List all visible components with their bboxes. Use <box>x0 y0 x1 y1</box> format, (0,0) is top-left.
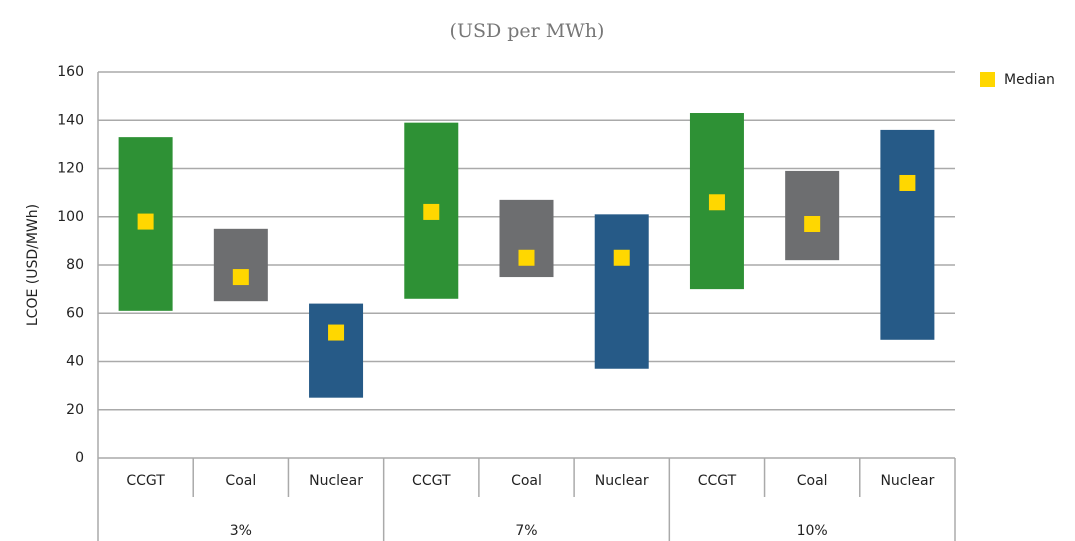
y-axis-label: LCOE (USD/MWh) <box>25 204 41 326</box>
group-label: 7% <box>515 523 537 539</box>
y-tick-label: 20 <box>66 402 84 418</box>
group-label: 3% <box>230 523 252 539</box>
median-marker <box>518 249 535 266</box>
y-tick-label: 120 <box>57 161 84 177</box>
y-tick-label: 140 <box>57 112 84 128</box>
range-bar <box>309 303 364 398</box>
y-tick-label: 100 <box>57 209 84 225</box>
x-tick-label: CCGT <box>412 473 451 489</box>
legend-swatch <box>980 72 995 87</box>
x-tick-label: Coal <box>511 473 542 489</box>
group-label: 10% <box>797 523 828 539</box>
median-marker <box>708 194 725 211</box>
median-marker <box>613 249 630 266</box>
y-tick-label: 60 <box>66 305 84 321</box>
range-bar <box>785 170 840 261</box>
median-marker <box>423 203 440 220</box>
range-bar <box>213 228 268 302</box>
median-marker <box>328 324 345 341</box>
x-tick-label: Coal <box>797 473 828 489</box>
legend-label: Median <box>1004 72 1055 88</box>
median-marker <box>899 174 916 191</box>
median-marker <box>232 269 249 286</box>
x-tick-label: Coal <box>225 473 256 489</box>
y-tick-label: 80 <box>66 257 84 273</box>
x-tick-label: CCGT <box>698 473 737 489</box>
median-marker <box>137 213 154 230</box>
y-tick-label: 160 <box>57 64 84 80</box>
x-tick-label: Nuclear <box>309 473 363 489</box>
x-tick-label: Nuclear <box>595 473 649 489</box>
x-tick-label: Nuclear <box>880 473 934 489</box>
chart-title: (USD per MWh) <box>450 20 605 42</box>
range-bar <box>594 214 649 369</box>
range-bar <box>880 129 935 340</box>
y-tick-label: 40 <box>66 354 84 370</box>
x-tick-label: CCGT <box>126 473 165 489</box>
y-tick-label: 0 <box>75 450 84 466</box>
median-marker <box>804 215 821 232</box>
